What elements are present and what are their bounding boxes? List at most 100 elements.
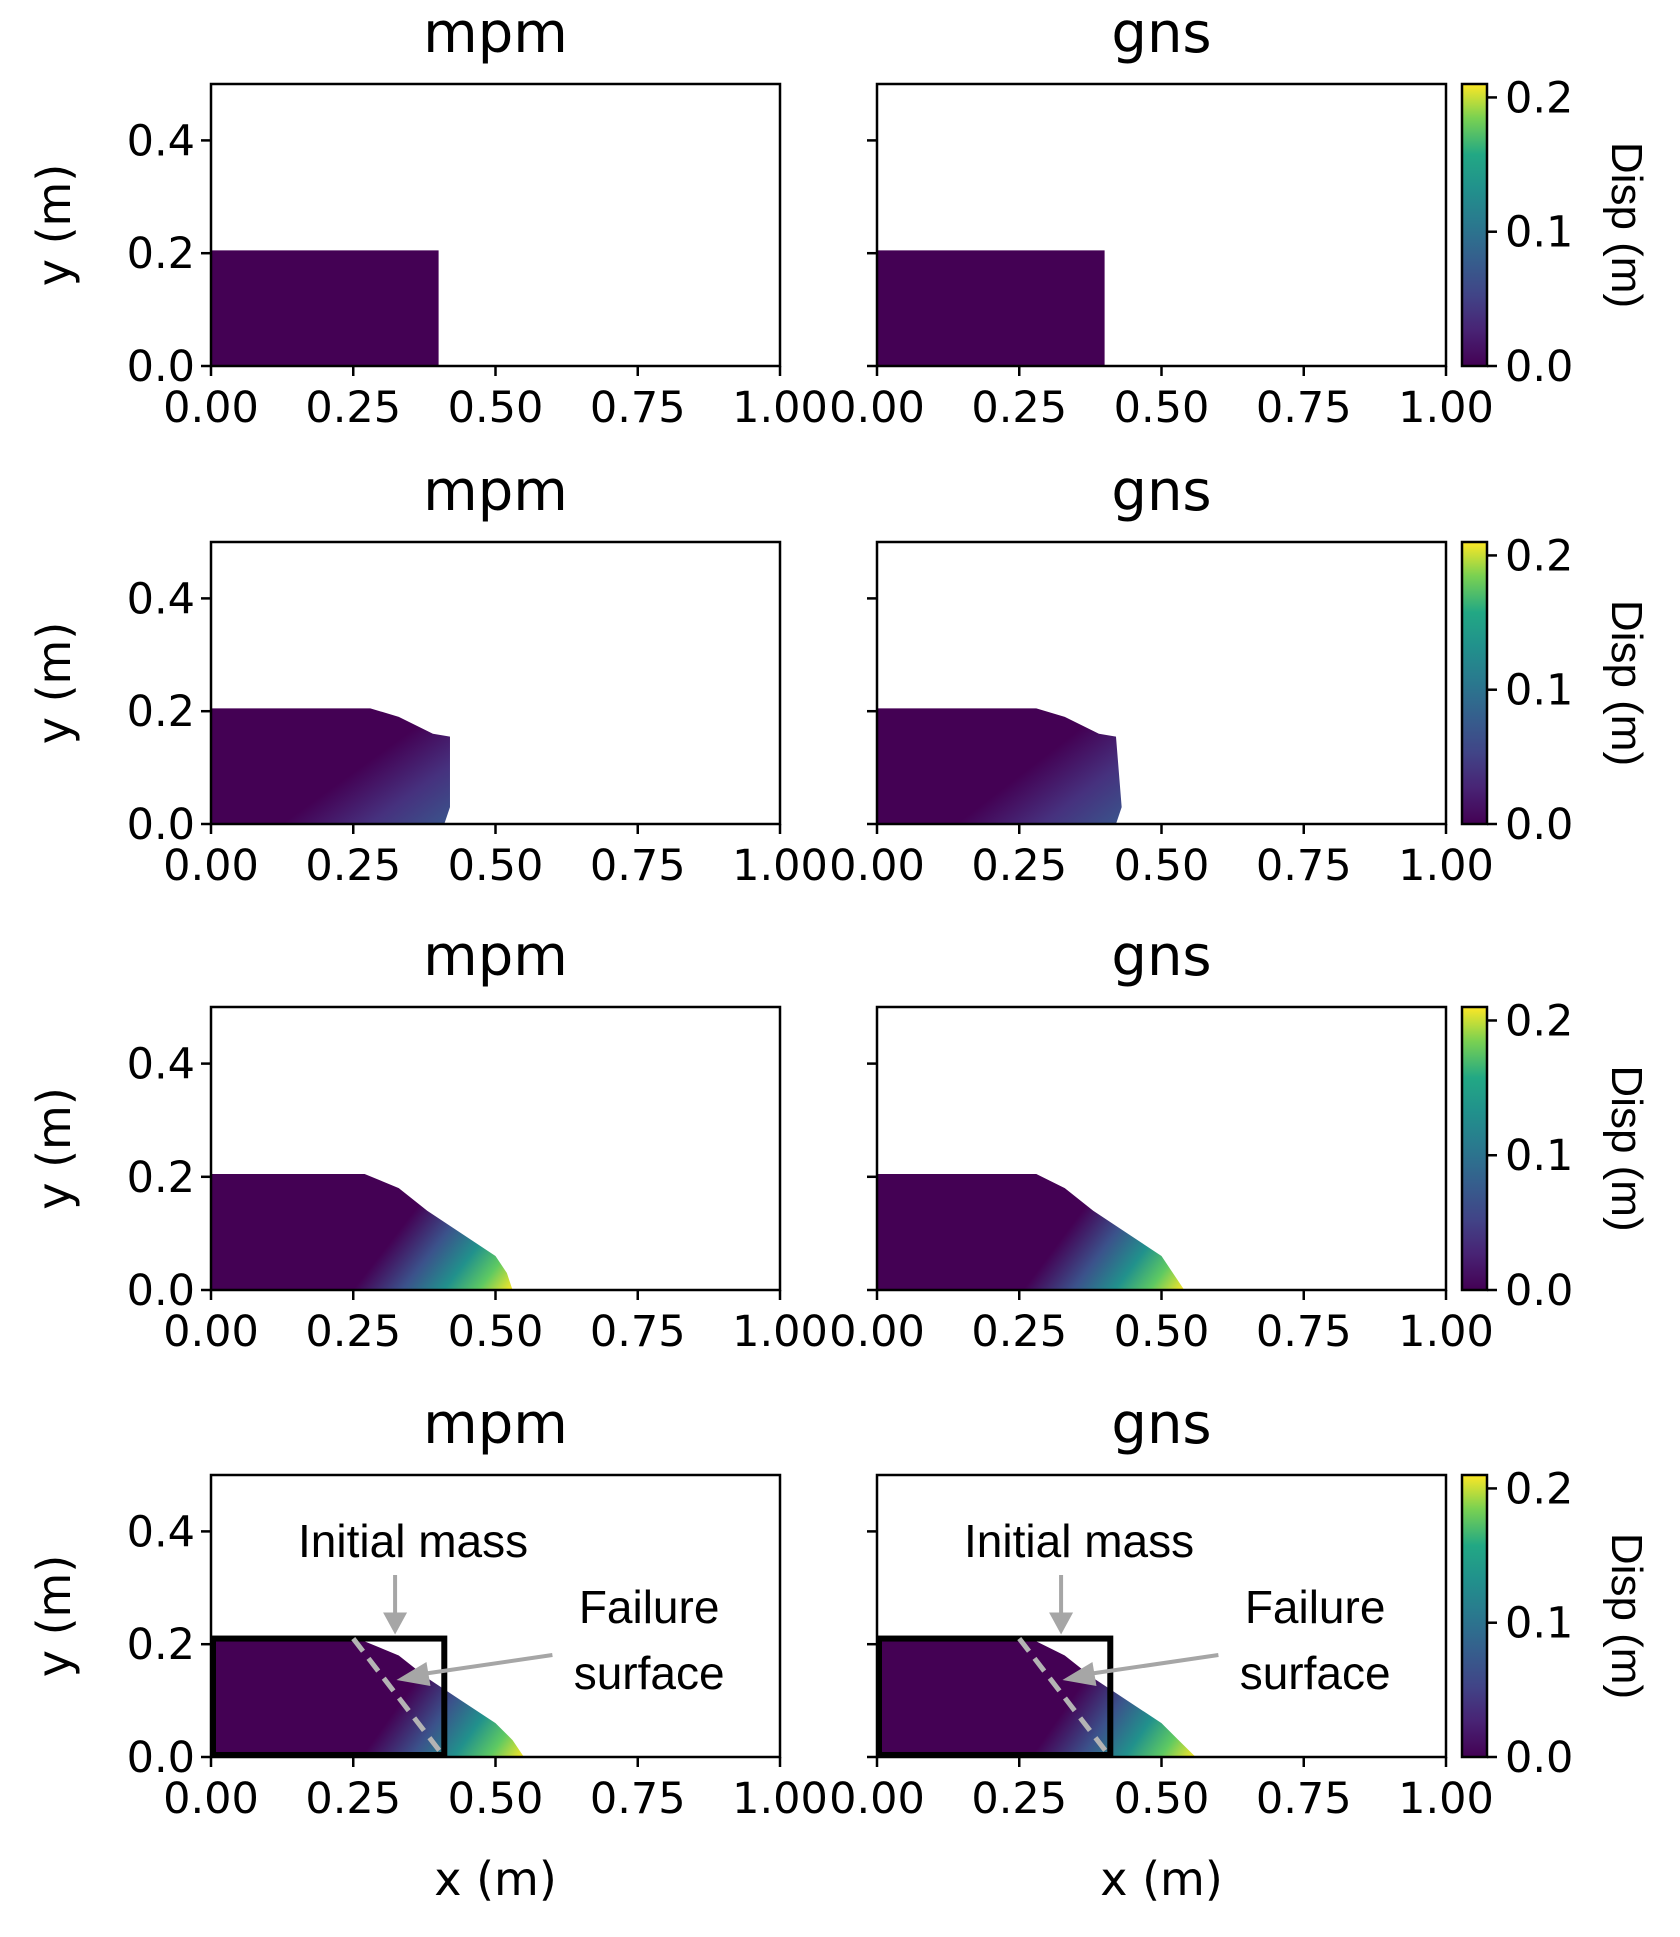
initial-mass-label: Initial mass xyxy=(298,1515,528,1567)
colorbar-tick-label: 0.2 xyxy=(1505,996,1573,1046)
granular-mass xyxy=(877,708,1122,824)
colorbar-gradient xyxy=(1462,1007,1487,1290)
granular-mass xyxy=(211,250,439,366)
x-tick-label: 0.00 xyxy=(829,1774,925,1824)
y-axis-label: y (m) xyxy=(27,622,81,745)
x-tick-label: 1.00 xyxy=(732,1774,828,1824)
granular-mass xyxy=(211,1173,513,1290)
colorbar-tick-label: 0.2 xyxy=(1505,73,1573,123)
x-tick-label: 0.00 xyxy=(163,1774,259,1824)
initial-mass-arrow-head xyxy=(383,1612,408,1635)
colorbar-4: 0.0 0.1 0.2 Disp (m) xyxy=(1460,1464,1651,1783)
panel-r4-mpm: 0.00 0.25 0.50 0.75 1.00 0.0 0.2 0.4 mpm y (m) x (… xyxy=(27,1392,828,1906)
failure-label-line1: Failure xyxy=(1245,1581,1386,1633)
failure-label-line2: surface xyxy=(574,1647,725,1699)
x-tick-label: 1.00 xyxy=(1398,1307,1494,1357)
y-tick-label: 0.4 xyxy=(127,574,195,624)
x-tick-label: 0.25 xyxy=(305,841,401,891)
x-tick-label: 0.00 xyxy=(163,841,259,891)
colorbar-label: Disp (m) xyxy=(1602,142,1651,308)
initial-mass-label: Initial mass xyxy=(964,1515,1194,1567)
panel-r4-gns: 0.00 0.25 0.50 0.75 1.00 gns x (m) Initial mass… xyxy=(829,1392,1494,1906)
failure-label-line1: Failure xyxy=(579,1581,720,1633)
x-tick-label: 0.75 xyxy=(1256,1307,1352,1357)
colorbar-tick-label: 0.0 xyxy=(1505,800,1573,850)
x-tick-label: 0.75 xyxy=(590,841,686,891)
panel-title: mpm xyxy=(423,459,568,524)
x-tick-label: 0.50 xyxy=(448,383,544,433)
panel-r2-gns: 0.00 0.25 0.50 0.75 1.00 gns xyxy=(829,459,1494,891)
panel-title: gns xyxy=(1111,924,1211,989)
failure-label-line2: surface xyxy=(1240,1647,1391,1699)
colorbar-tick-label: 0.0 xyxy=(1505,342,1573,392)
x-tick-label: 0.00 xyxy=(829,383,925,433)
x-tick-label: 0.00 xyxy=(829,841,925,891)
y-tick-label: 0.0 xyxy=(127,1733,195,1783)
x-tick-label: 1.00 xyxy=(732,383,828,433)
failure-arrow-head xyxy=(396,1662,431,1687)
x-tick-label: 0.50 xyxy=(1114,841,1210,891)
colorbar-tick-label: 0.1 xyxy=(1505,208,1573,258)
panel-title: gns xyxy=(1111,1392,1211,1457)
colorbar-frame xyxy=(1460,540,1489,826)
colorbar-gradient xyxy=(1462,1475,1487,1757)
y-tick-label: 0.2 xyxy=(127,229,195,279)
x-tick-label: 0.50 xyxy=(1114,383,1210,433)
x-tick-label: 1.00 xyxy=(1398,1774,1494,1824)
x-tick-label: 1.00 xyxy=(1398,841,1494,891)
x-tick-label: 0.00 xyxy=(163,1307,259,1357)
x-axis-label: x (m) xyxy=(434,1852,557,1906)
x-tick-label: 0.75 xyxy=(1256,841,1352,891)
y-tick-label: 0.0 xyxy=(127,342,195,392)
y-tick-label: 0.4 xyxy=(127,116,195,166)
x-tick-label: 0.50 xyxy=(448,1774,544,1824)
panel-title: mpm xyxy=(423,924,568,989)
panel-title: gns xyxy=(1111,1,1211,66)
colorbar-tick-label: 0.1 xyxy=(1505,1599,1573,1649)
x-tick-label: 0.75 xyxy=(1256,383,1352,433)
colorbar-tick-label: 0.1 xyxy=(1505,1131,1573,1181)
x-tick-label: 0.75 xyxy=(590,1307,686,1357)
colorbar-tick-label: 0.2 xyxy=(1505,531,1573,581)
colorbar-frame xyxy=(1460,82,1489,368)
colorbar-gradient xyxy=(1462,84,1487,366)
granular-mass xyxy=(877,250,1105,366)
colorbar-tick-label: 0.1 xyxy=(1505,666,1573,716)
x-tick-label: 0.75 xyxy=(590,1774,686,1824)
x-tick-label: 0.00 xyxy=(829,1307,925,1357)
panel-r3-gns: 0.00 0.25 0.50 0.75 1.00 gns xyxy=(829,924,1494,1357)
granular-mass xyxy=(211,1641,524,1757)
x-tick-label: 0.75 xyxy=(590,383,686,433)
colorbar-tick-label: 0.0 xyxy=(1505,1266,1573,1316)
granular-mass xyxy=(877,1641,1196,1757)
y-tick-label: 0.2 xyxy=(127,1620,195,1670)
granular-mass xyxy=(877,1173,1185,1290)
initial-mass-box xyxy=(210,1635,448,1759)
panel-r2-mpm: 0.00 0.25 0.50 0.75 1.00 0.0 0.2 0.4 mpm y (m) xyxy=(27,459,828,891)
x-tick-label: 0.50 xyxy=(1114,1774,1210,1824)
initial-mass-box xyxy=(876,1635,1114,1759)
panel-title: mpm xyxy=(423,1,568,66)
panel-r3-mpm: 0.00 0.25 0.50 0.75 1.00 0.0 0.2 0.4 mpm y (m) xyxy=(27,924,828,1357)
initial-mass-arrow-head xyxy=(1049,1612,1074,1635)
colorbar-2: 0.0 0.1 0.2 Disp (m) xyxy=(1460,531,1651,850)
x-tick-label: 0.25 xyxy=(305,383,401,433)
panel-title: mpm xyxy=(423,1392,568,1457)
x-tick-label: 1.00 xyxy=(1398,383,1494,433)
x-tick-label: 0.25 xyxy=(971,383,1067,433)
colorbar-frame xyxy=(1460,1005,1489,1292)
colorbar-1: 0.0 0.1 0.2 Disp (m) xyxy=(1460,73,1651,392)
x-tick-label: 0.25 xyxy=(305,1774,401,1824)
y-tick-label: 0.0 xyxy=(127,1266,195,1316)
colorbar-3: 0.0 0.1 0.2 Disp (m) xyxy=(1460,996,1651,1316)
y-tick-label: 0.2 xyxy=(127,687,195,737)
x-tick-label: 0.25 xyxy=(305,1307,401,1357)
colorbar-gradient xyxy=(1462,542,1487,824)
colorbar-tick-label: 0.0 xyxy=(1505,1733,1573,1783)
panel-r1-gns: 0.00 0.25 0.50 0.75 1.00 gns xyxy=(829,1,1494,433)
colorbar-label: Disp (m) xyxy=(1602,1065,1651,1231)
x-axis-label: x (m) xyxy=(1100,1852,1223,1906)
x-tick-label: 0.25 xyxy=(971,1774,1067,1824)
x-tick-label: 0.75 xyxy=(1256,1774,1352,1824)
